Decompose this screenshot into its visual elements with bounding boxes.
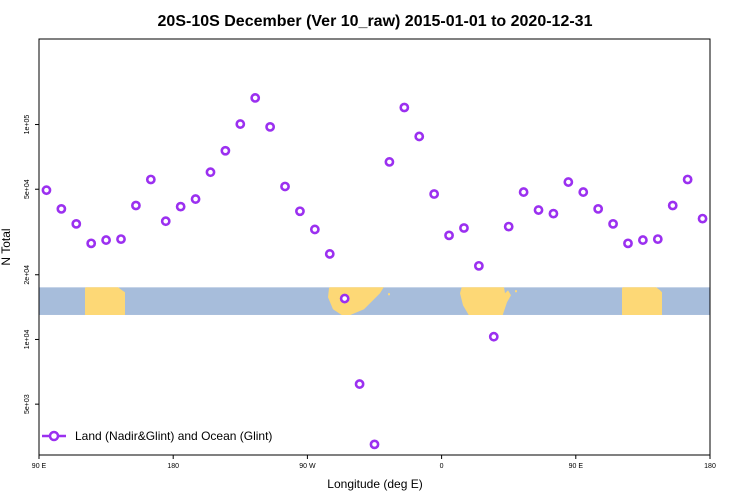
y-tick-label: 1e+05 <box>24 115 31 135</box>
island-dot <box>515 290 517 293</box>
data-point <box>116 234 126 245</box>
data-point <box>399 102 410 113</box>
data-point <box>459 223 469 233</box>
data-point <box>145 174 156 185</box>
data-point <box>652 234 663 245</box>
data-point <box>175 201 186 212</box>
data-point <box>131 200 141 211</box>
data-point <box>384 157 395 167</box>
legend-label: Land (Nadir&Glint) and Ocean (Glint) <box>75 429 272 443</box>
x-axis: 90 E 180 90 W 0 90 E 180 <box>32 455 716 470</box>
data-point <box>429 189 440 199</box>
data-point <box>623 238 633 249</box>
data-point <box>682 174 693 185</box>
data-point <box>563 177 574 187</box>
data-point <box>697 213 708 224</box>
africa-shape <box>460 287 511 315</box>
legend-marker <box>48 430 60 442</box>
island-dot <box>388 293 390 296</box>
x-tick-label: 90 E <box>569 463 584 470</box>
data-point <box>473 260 484 271</box>
data-point <box>235 119 246 129</box>
legend: Land (Nadir&Glint) and Ocean (Glint) <box>42 429 272 443</box>
x-tick-label: 180 <box>704 463 716 470</box>
data-point <box>220 145 231 156</box>
data-point <box>667 200 678 211</box>
chart-title: 20S-10S December (Ver 10_raw) 2015-01-01… <box>158 13 593 30</box>
x-tick-label: 0 <box>440 463 444 470</box>
data-point <box>41 185 52 196</box>
data-point <box>56 203 67 214</box>
y-tick-label: 1e+04 <box>24 330 31 350</box>
y-axis: 5e+03 1e+04 2e+04 5e+04 1e+05 <box>24 115 39 414</box>
x-tick-label: 90 E <box>32 463 47 470</box>
data-point <box>488 331 499 342</box>
data-point <box>608 218 618 229</box>
series-points <box>41 93 708 450</box>
island-dot <box>640 291 642 294</box>
x-tick-label: 180 <box>167 463 179 470</box>
map-strip <box>39 287 710 315</box>
data-point <box>503 221 514 232</box>
data-point <box>638 235 648 245</box>
data-point <box>533 205 544 215</box>
data-point <box>324 249 335 259</box>
y-axis-label: N Total <box>0 228 13 265</box>
south-america-shape <box>328 287 384 315</box>
australia-shape-east <box>622 287 662 315</box>
data-point <box>369 439 380 450</box>
data-point <box>205 167 216 178</box>
data-point <box>414 131 425 142</box>
data-point <box>160 216 171 227</box>
data-point <box>578 187 589 197</box>
island-dot <box>102 291 104 294</box>
data-point <box>71 218 82 229</box>
australia-shape-west <box>85 287 125 315</box>
plot-frame <box>38 38 711 456</box>
data-point <box>444 230 454 241</box>
data-point <box>265 121 276 132</box>
data-point <box>190 194 201 204</box>
data-point <box>354 379 365 389</box>
data-point <box>593 203 604 214</box>
y-tick-label: 5e+03 <box>24 394 31 414</box>
x-tick-label: 90 W <box>299 463 316 470</box>
data-point <box>339 293 350 304</box>
x-axis-label: Longitude (deg E) <box>327 477 422 491</box>
y-tick-label: 2e+04 <box>24 265 31 285</box>
y-tick-label: 5e+04 <box>24 179 31 199</box>
data-point <box>295 206 305 217</box>
data-point <box>280 181 290 192</box>
data-point <box>548 208 559 219</box>
data-point <box>518 187 529 197</box>
data-point <box>101 235 111 245</box>
data-point <box>309 224 320 235</box>
data-point <box>250 93 261 103</box>
data-point <box>86 238 97 249</box>
